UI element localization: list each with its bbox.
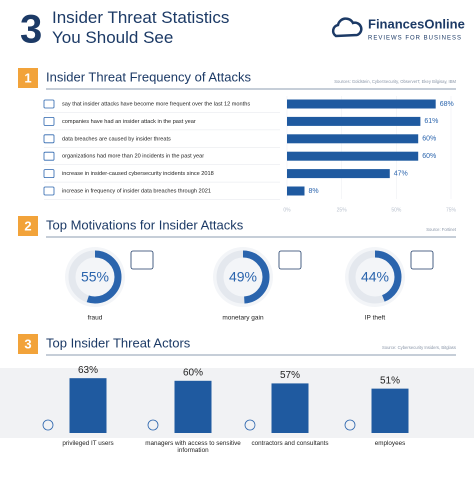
section-badge [18,216,38,236]
section-source: Source: Fortinet [426,227,457,232]
value-label: 60% [183,367,203,378]
x-tick-label: 0% [283,208,291,214]
category-label: privileged IT users [62,440,114,447]
category-label: data breaches are caused by insider thre… [62,136,171,142]
brand-name: FinancesOnline [368,16,465,31]
value-label: 60% [422,136,436,143]
section-title: Top Motivations for Insider Attacks [46,217,244,232]
donut-value: 44% [361,269,389,285]
illustration [130,250,154,270]
category-label: say that insider attacks have become mor… [62,101,250,107]
bar [287,151,419,161]
value-label: 60% [422,153,436,160]
actor-icon [244,419,256,431]
illustration [278,250,302,270]
x-tick-label: 25% [337,208,348,214]
column [271,383,309,433]
header-title: Insider Threat Statistics You Should See [52,8,230,47]
donut-label: fraud [88,315,103,322]
value-label: 63% [78,365,98,376]
section-badge [18,334,38,354]
donut-value: 49% [229,269,257,285]
category-label: increase in insider-caused cybersecurity… [62,171,214,177]
category-label-box: employees [374,440,406,447]
section-badge [18,68,38,88]
bar [287,134,419,144]
category-label: organizations had more than 20 incidents… [62,154,204,160]
row-icon [43,134,55,144]
value-label: 8% [308,188,318,195]
category-label: contractors and consultants [251,440,329,447]
actor-icon [42,419,54,431]
category-label: employees [374,440,406,447]
donut-arc [348,250,402,304]
bar [287,99,436,109]
category-label: managers with access to sensitive inform… [145,440,241,455]
x-tick-label: 50% [391,208,402,214]
header-title-box: Insider Threat Statistics You Should See [52,8,230,47]
category-label-box: privileged IT users [62,440,114,447]
brand-tagline: REVIEWS FOR BUSINESS [368,36,462,42]
header-number: 3 [20,8,42,52]
value-label: 47% [394,170,408,177]
value-label: 68% [440,101,454,108]
bar [287,116,421,126]
category-label-box: managers with access to sensitive inform… [145,440,241,455]
category-label: increase in frequency of insider data br… [62,188,211,194]
section-source: Sources: Goldstein, CyberSecurity, Obser… [334,79,456,84]
column [69,378,107,433]
x-tick-label: 75% [446,208,457,214]
donut-value: 55% [81,269,109,285]
row-icon [43,169,55,179]
section-source: Source: Cybersecurity Insiders, Bitglass [382,345,456,350]
section-title: Insider Threat Frequency of Attacks [46,69,251,84]
section-number: 3 [24,336,31,351]
donut-arc [68,250,122,304]
illustration [410,250,434,270]
value-label: 61% [424,118,438,125]
column [174,380,212,433]
row-icon [43,99,55,109]
row-icon [43,186,55,196]
value-label: 57% [280,370,300,381]
column [371,388,409,433]
section-title: Top Insider Threat Actors [46,335,191,350]
row-icon [43,117,55,126]
actor-icon [344,419,356,431]
bar [287,169,390,179]
section-number: 2 [24,218,31,233]
bar [287,186,305,196]
donut-label: IP theft [365,315,386,322]
row-icon [43,151,55,161]
category-label-box: contractors and consultants [251,440,329,447]
section-number: 1 [24,70,31,85]
category-label: companies have had an insider attack in … [62,119,196,125]
value-label: 51% [380,375,400,386]
donut-label: monetary gain [222,315,264,322]
donut-arc [216,250,270,304]
actor-icon [147,419,159,431]
brand-logo [331,17,363,38]
